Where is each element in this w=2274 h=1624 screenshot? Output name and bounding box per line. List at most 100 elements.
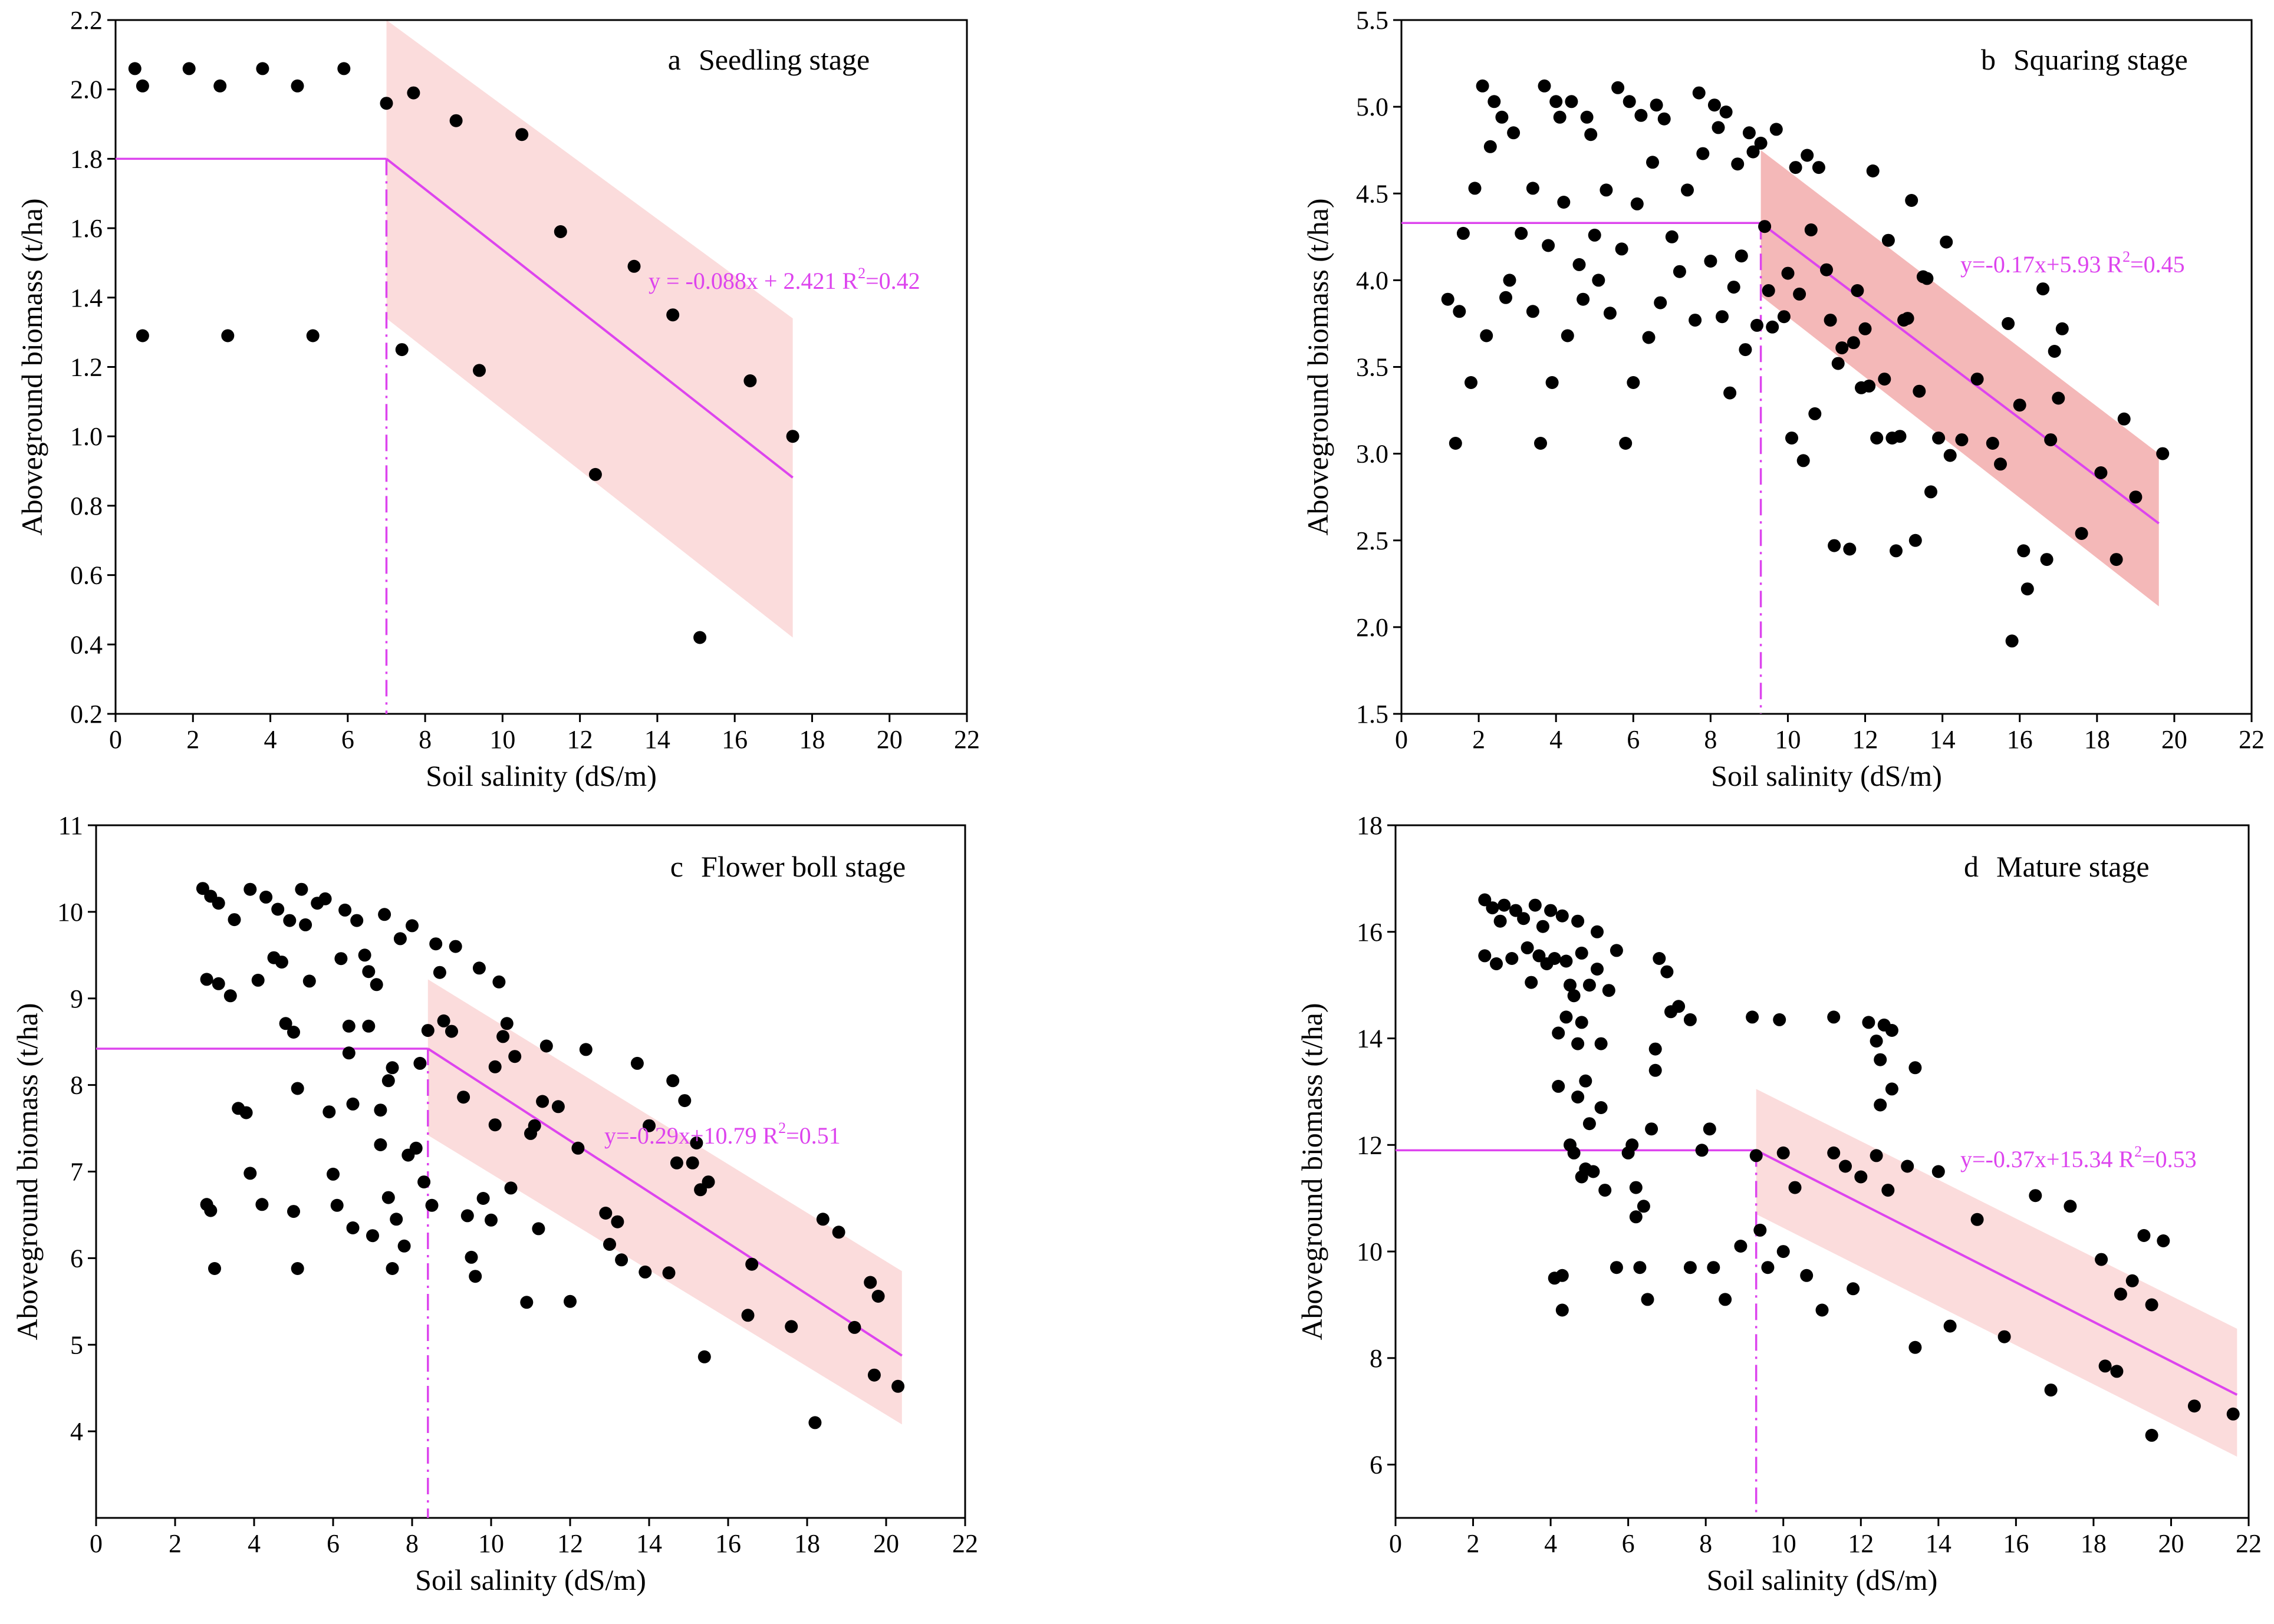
data-point: [1602, 984, 1615, 997]
data-point: [366, 1229, 379, 1243]
data-point: [1625, 1138, 1639, 1152]
data-point: [449, 114, 463, 127]
data-point: [1542, 239, 1555, 252]
y-tick-label: 6: [70, 1244, 83, 1273]
data-point: [299, 918, 312, 931]
data-point: [599, 1207, 613, 1220]
y-tick-label: 1.4: [70, 284, 103, 312]
confidence-band: [386, 20, 793, 638]
data-point: [374, 1138, 387, 1151]
data-point: [1575, 946, 1588, 960]
x-tick-label: 8: [1699, 1529, 1712, 1558]
x-tick-label: 6: [1622, 1529, 1635, 1558]
data-point: [785, 1320, 798, 1333]
data-point: [1862, 1016, 1875, 1029]
y-tick-label: 0.4: [70, 630, 103, 659]
data-point: [1831, 357, 1845, 370]
x-tick-label: 14: [636, 1529, 662, 1558]
data-point: [1731, 157, 1745, 171]
data-point: [429, 937, 443, 951]
data-point: [1610, 944, 1623, 957]
data-point: [1559, 1010, 1573, 1024]
y-tick-label: 4.0: [1356, 266, 1388, 295]
equation-label: y=-0.37x+15.34 R2=0.53: [1960, 1143, 2197, 1172]
data-point: [1683, 1261, 1697, 1274]
data-point: [1509, 904, 1522, 917]
y-tick-label: 10: [57, 898, 83, 927]
data-point: [295, 882, 308, 896]
y-tick-label: 2.0: [70, 75, 103, 104]
data-point: [243, 882, 257, 896]
data-point: [1476, 79, 1489, 93]
x-tick-label: 16: [2003, 1529, 2029, 1558]
data-point: [1645, 1122, 1658, 1136]
data-point: [1931, 1165, 1945, 1178]
data-point: [743, 374, 757, 387]
x-tick-label: 10: [1771, 1529, 1796, 1558]
data-point: [1683, 1013, 1697, 1026]
data-point: [213, 79, 227, 93]
data-point: [1648, 1063, 1662, 1077]
data-point: [2226, 1407, 2240, 1421]
data-point: [1776, 1146, 1790, 1159]
data-point: [1800, 1269, 1814, 1282]
data-point: [1571, 914, 1585, 928]
data-point: [2052, 391, 2065, 405]
data-point: [1495, 110, 1509, 124]
data-point: [678, 1094, 692, 1108]
data-point: [1505, 952, 1519, 965]
data-point: [1488, 95, 1501, 108]
data-point: [1932, 431, 1946, 445]
panel-title: Mature stage: [1996, 850, 2150, 883]
data-point: [786, 430, 799, 443]
data-point: [1689, 314, 1702, 327]
data-point: [1600, 183, 1613, 197]
panel-label: d: [1964, 850, 1979, 883]
data-point: [1594, 1037, 1608, 1050]
data-point: [291, 79, 304, 93]
data-point: [554, 225, 567, 238]
y-tick-label: 7: [70, 1158, 83, 1187]
data-point: [1555, 909, 1569, 923]
x-tick-label: 4: [1549, 725, 1562, 754]
y-axis-title: Aboveground biomass (t/ha): [1301, 198, 1334, 535]
x-tick-label: 14: [1926, 1529, 1952, 1558]
data-point: [1920, 272, 1934, 285]
equation-label: y=-0.29x+10.79 R2=0.51: [604, 1119, 841, 1149]
data-point: [1742, 126, 1756, 140]
data-point: [1499, 291, 1512, 304]
r2-value: =0.53: [2142, 1146, 2197, 1172]
x-tick-label: 12: [557, 1529, 583, 1558]
data-point: [1746, 145, 1760, 159]
regression-line: [386, 157, 794, 479]
data-point: [1544, 904, 1558, 917]
x-tick-label: 20: [2158, 1529, 2184, 1558]
y-tick-label: 12: [1357, 1131, 1383, 1159]
data-point: [2098, 1359, 2112, 1373]
data-point: [1719, 106, 1733, 118]
data-point: [2029, 1189, 2042, 1203]
data-point: [1629, 1181, 1643, 1194]
data-point: [1673, 265, 1686, 278]
data-point: [275, 956, 288, 969]
data-point: [1629, 1210, 1643, 1224]
data-point: [449, 940, 462, 953]
data-point: [1646, 156, 1659, 169]
data-point: [200, 973, 213, 986]
data-point: [1781, 266, 1795, 280]
data-point: [362, 1019, 376, 1033]
data-point: [1824, 314, 1837, 327]
data-point: [1584, 128, 1598, 141]
data-point: [1582, 1117, 1596, 1131]
equation-label: y = -0.088x + 2.421 R2=0.42: [649, 265, 920, 294]
data-point: [488, 1118, 502, 1132]
data-point: [1970, 1213, 1984, 1226]
data-point: [1478, 893, 1492, 907]
data-point: [1478, 949, 1492, 963]
data-point: [128, 62, 141, 75]
x-axis-title: Soil salinity (dS/m): [1711, 759, 1942, 792]
data-point: [1812, 161, 1825, 174]
y-tick-label: 9: [70, 984, 83, 1013]
data-point: [666, 308, 680, 322]
data-point: [1665, 230, 1679, 243]
